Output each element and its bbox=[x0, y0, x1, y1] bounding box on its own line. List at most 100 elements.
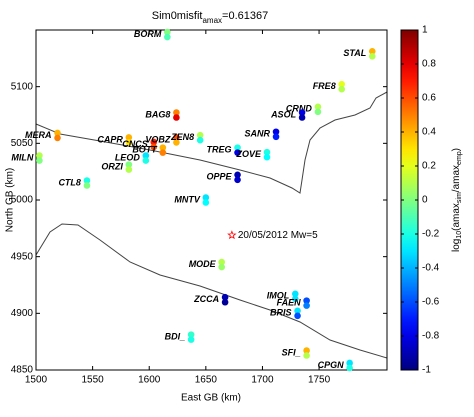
station-dot bbox=[142, 152, 150, 159]
station-dot bbox=[234, 149, 241, 156]
station-dot bbox=[173, 114, 180, 121]
station-dot bbox=[173, 139, 180, 146]
station-label: ORZI bbox=[101, 162, 123, 172]
station-dot bbox=[294, 312, 301, 320]
station-label: BOTT bbox=[132, 145, 158, 155]
station-label: MODE bbox=[189, 259, 217, 269]
station-dot bbox=[196, 131, 204, 139]
colorbar-tick-label: 0.8 bbox=[422, 59, 436, 70]
station-dot bbox=[83, 177, 91, 184]
x-tick-label: 1500 bbox=[25, 375, 48, 386]
station-label: BAG8 bbox=[145, 109, 170, 119]
station-dot bbox=[234, 171, 241, 179]
station-label: CRND bbox=[286, 104, 312, 114]
station-label: MNTV bbox=[174, 194, 200, 204]
colorbar-label: log10(amaxsim/amaxemp) bbox=[451, 148, 464, 252]
colorbar-tick-label: -0.6 bbox=[422, 297, 440, 308]
station-dot bbox=[368, 48, 376, 55]
title-subscript: amax bbox=[202, 16, 222, 25]
x-tick-label: 1550 bbox=[81, 375, 104, 386]
colorbar-label-subscript: 10 bbox=[456, 231, 463, 239]
y-tick-label: 5050 bbox=[11, 138, 34, 149]
station-dot bbox=[164, 28, 171, 36]
y-tick-label: 4850 bbox=[11, 365, 34, 376]
station-dot bbox=[346, 359, 353, 367]
station-dot bbox=[173, 109, 180, 116]
station-label: BDI_ bbox=[165, 332, 186, 342]
y-tick-label: 4900 bbox=[11, 308, 34, 319]
station-label: ZOVE bbox=[235, 149, 262, 159]
x-tick-label: 1750 bbox=[308, 375, 331, 386]
colorbar-tick-label: 0 bbox=[422, 195, 428, 206]
station-label: TREG bbox=[207, 145, 232, 155]
station-dot bbox=[263, 153, 271, 161]
station-label: FRE8 bbox=[313, 81, 336, 91]
station-dot bbox=[164, 33, 171, 41]
station-dot bbox=[303, 347, 310, 354]
station-label: LEOD bbox=[115, 152, 141, 162]
colorbar-label-part: ) bbox=[451, 148, 462, 151]
station-label: FAEN bbox=[277, 298, 302, 308]
colorbar-tick-label: 1 bbox=[422, 25, 428, 36]
boundary-line bbox=[35, 91, 388, 194]
station-label: VOBZ bbox=[145, 134, 171, 144]
station-label: ASOL bbox=[270, 109, 296, 119]
colorbar-tick-label: -0.8 bbox=[422, 331, 440, 342]
station-label: CAPR bbox=[97, 134, 123, 144]
station-dot bbox=[83, 182, 91, 189]
plot-frame bbox=[35, 29, 388, 371]
station-label: SANR bbox=[245, 129, 271, 139]
station-dot bbox=[54, 134, 61, 142]
station-dot bbox=[291, 295, 299, 303]
station-dot bbox=[338, 85, 346, 93]
colorbar-tick-label: 0.4 bbox=[422, 127, 436, 138]
station-dot bbox=[314, 103, 322, 111]
station-label: BORM bbox=[134, 29, 162, 39]
y-tick-label: 5000 bbox=[11, 195, 34, 206]
station-dot bbox=[291, 290, 299, 298]
station-dot bbox=[202, 199, 210, 206]
station-dot bbox=[298, 114, 306, 121]
station-dot bbox=[234, 144, 241, 151]
colorbar-tick-label: -1 bbox=[422, 365, 431, 376]
station-label: ZEN8 bbox=[170, 132, 194, 142]
station-dot bbox=[196, 136, 204, 144]
station-dot bbox=[125, 139, 133, 146]
colorbar-label-subscript: sim bbox=[456, 192, 463, 203]
plot-area bbox=[36, 30, 387, 370]
colorbar-tick-label: -0.2 bbox=[422, 229, 440, 240]
station-dot bbox=[263, 148, 271, 156]
station-dot bbox=[159, 149, 167, 156]
station-dot bbox=[150, 138, 158, 146]
station-dot bbox=[221, 298, 229, 306]
station-dot bbox=[125, 166, 133, 173]
station-dot bbox=[36, 152, 43, 159]
x-tick-label: 1600 bbox=[138, 375, 161, 386]
colorbar-tick-label: 0.2 bbox=[422, 161, 436, 172]
station-label: STAL bbox=[343, 48, 366, 58]
chart-title: Sim0misfitamax=0.61367 bbox=[152, 10, 268, 25]
station-dot bbox=[218, 258, 225, 266]
station-dot bbox=[303, 297, 310, 304]
station-dot bbox=[54, 129, 61, 137]
station-label: CPGN bbox=[318, 360, 345, 370]
station-dot bbox=[202, 194, 210, 201]
title-part: Sim0misfit bbox=[152, 10, 203, 22]
station-dot bbox=[150, 143, 158, 151]
station-dot bbox=[125, 134, 133, 141]
station-dot bbox=[159, 144, 167, 151]
station-dot bbox=[187, 331, 195, 338]
x-axis-label: East GB (km) bbox=[181, 393, 241, 404]
station-label: MERA bbox=[25, 130, 52, 140]
colorbar-label-subscript: emp bbox=[456, 151, 463, 165]
station-dot bbox=[173, 134, 180, 141]
station-dot bbox=[272, 133, 280, 141]
station-dot bbox=[346, 364, 353, 372]
station-dot bbox=[234, 176, 241, 184]
station-dot bbox=[338, 80, 346, 88]
station-dot bbox=[221, 293, 229, 301]
station-label: CNCS bbox=[122, 139, 148, 149]
y-tick-label: 4950 bbox=[11, 251, 34, 262]
colorbar-label-part: /amax bbox=[451, 165, 462, 192]
